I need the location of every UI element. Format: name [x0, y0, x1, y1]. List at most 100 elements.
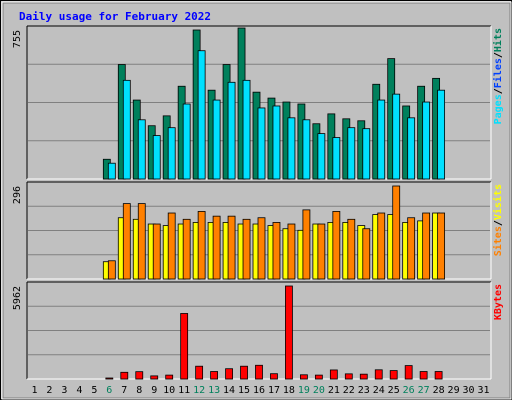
x-tick-label: 16	[253, 385, 265, 396]
bar-files-day-11	[182, 103, 191, 180]
x-tick-label: 27	[418, 385, 430, 396]
legend-kbytes: KBytes	[493, 284, 504, 320]
bar-files-day-14	[227, 81, 236, 180]
bar-kbytes-day-9	[150, 375, 159, 380]
bar-sites-day-21	[332, 211, 341, 280]
bar-sites-day-15	[242, 218, 251, 280]
bar-sites-day-10	[167, 212, 176, 280]
bar-sites-day-22	[347, 218, 356, 280]
bar-files-day-19	[302, 119, 311, 180]
bar-files-day-25	[392, 93, 401, 180]
x-tick-label: 10	[163, 385, 175, 396]
bar-sites-day-9	[152, 223, 161, 280]
bar-kbytes-day-23	[359, 373, 368, 380]
bar-kbytes-day-15	[240, 365, 248, 380]
bar-kbytes-day-27	[419, 371, 428, 380]
bar-kbytes-day-13	[210, 371, 218, 380]
x-tick-label: 26	[403, 385, 415, 396]
x-tick-label: 17	[268, 385, 280, 396]
bar-kbytes-day-24	[374, 369, 383, 380]
x-tick-label: 9	[151, 385, 157, 396]
bar-sites-day-28	[437, 212, 446, 280]
x-tick-label: 1	[31, 385, 37, 396]
x-tick-label: 2	[46, 385, 52, 396]
bar-kbytes-day-10	[165, 374, 174, 380]
x-tick-label: 11	[178, 385, 190, 396]
legend-hits: Hits	[492, 28, 504, 52]
x-tick-label: 25	[388, 385, 400, 396]
bar-kbytes-day-19	[300, 374, 308, 380]
bar-files-day-27	[422, 101, 431, 180]
bar-kbytes-day-6	[105, 377, 114, 380]
legend-visits: Visits	[492, 184, 504, 220]
bar-kbytes-day-11	[180, 313, 189, 380]
bar-files-day-9	[152, 135, 161, 180]
legend-sites: Sites	[492, 226, 504, 256]
bar-files-day-15	[242, 79, 251, 180]
bar-kbytes-day-14	[225, 368, 233, 380]
x-tick-label: 19	[298, 385, 310, 396]
legend-pages: Pages	[493, 94, 504, 124]
bar-files-day-18	[287, 117, 296, 180]
bar-sites-day-6	[107, 260, 116, 280]
bar-kbytes-day-20	[314, 374, 323, 380]
bar-kbytes-day-22	[344, 373, 353, 380]
bar-sites-day-27	[422, 212, 431, 280]
x-tick-label: 13	[208, 385, 220, 396]
bar-kbytes-day-12	[195, 365, 204, 380]
bar-files-day-26	[407, 117, 416, 180]
x-tick-label: 24	[373, 385, 385, 396]
bar-sites-day-20	[317, 223, 326, 280]
x-tick-label: 28	[433, 385, 445, 396]
bar-files-day-13	[212, 99, 221, 180]
legend-separator: /	[493, 220, 504, 226]
x-tick-label: 6	[106, 385, 112, 396]
x-tick-label: 21	[328, 385, 340, 396]
bar-sites-day-26	[407, 217, 416, 280]
bar-kbytes-day-16	[255, 364, 263, 380]
bar-sites-day-12	[197, 211, 206, 280]
bar-sites-day-16	[257, 217, 266, 280]
legend-separator: /	[493, 52, 504, 58]
bar-files-day-17	[272, 105, 281, 180]
bar-sites-day-23	[362, 228, 371, 280]
bar-kbytes-day-26	[404, 365, 413, 380]
bar-files-day-7	[122, 79, 131, 180]
chart-title: Daily usage for February 2022	[19, 10, 211, 23]
bar-files-day-22	[347, 127, 356, 180]
x-tick-label: 15	[238, 385, 250, 396]
x-tick-label: 8	[136, 385, 142, 396]
x-tick-label: 14	[223, 385, 235, 396]
panel-bottom-legend: KBytes	[493, 284, 504, 320]
bar-sites-day-7	[122, 203, 131, 280]
x-tick-label: 30	[463, 385, 475, 396]
bar-files-day-10	[167, 127, 176, 180]
bar-kbytes-day-17	[270, 373, 278, 380]
bar-sites-day-8	[137, 203, 146, 280]
bar-sites-day-17	[272, 222, 281, 280]
bar-files-day-24	[377, 99, 386, 180]
bar-sites-day-11	[182, 218, 191, 280]
bar-sites-day-13	[212, 215, 221, 280]
bar-kbytes-day-25	[389, 370, 398, 380]
x-tick-label: 4	[76, 385, 82, 396]
bar-kbytes-day-7	[120, 371, 129, 380]
bar-files-day-6	[107, 162, 116, 180]
panel-bottom-max-label: 5962	[12, 286, 23, 310]
panel-top-max-label: 755	[12, 30, 23, 48]
bar-sites-day-19	[302, 209, 311, 280]
bar-files-day-21	[332, 137, 341, 180]
x-tick-label: 7	[121, 385, 127, 396]
x-tick-label: 3	[61, 385, 67, 396]
panel-middle-max-label: 296	[12, 186, 23, 204]
x-tick-label: 12	[193, 385, 205, 396]
bar-files-day-20	[317, 133, 326, 180]
bar-kbytes-day-21	[329, 369, 338, 380]
x-tick-label: 29	[448, 385, 460, 396]
bar-kbytes-day-8	[135, 371, 144, 380]
x-tick-label: 18	[283, 385, 295, 396]
x-tick-label: 23	[358, 385, 370, 396]
